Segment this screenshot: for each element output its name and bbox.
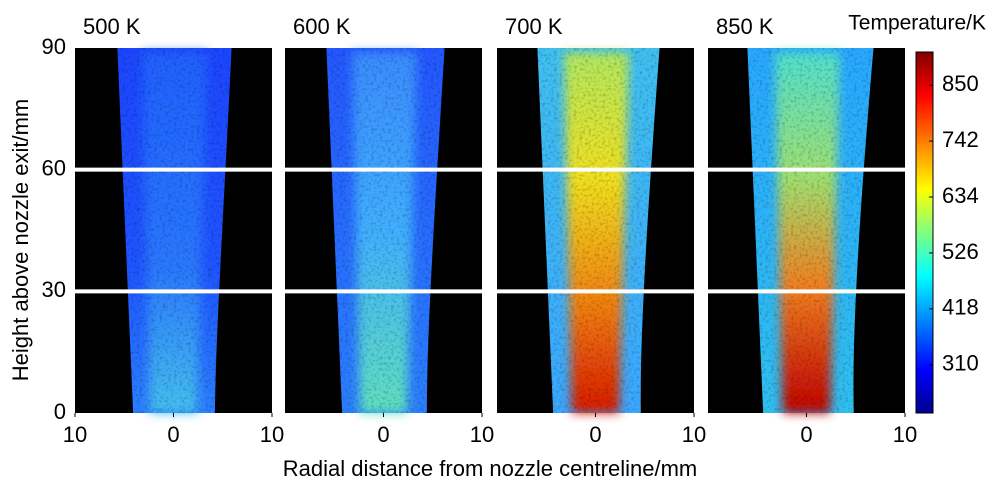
colorbar-tick-label: 850 [942,71,979,96]
plume-speckle [747,48,874,413]
x-tick-label: 0 [377,422,389,447]
x-tick-label: 0 [167,422,179,447]
colorbar-tick-label: 634 [942,183,979,208]
plume-speckle [537,48,660,413]
colorbar-tick-label: 310 [942,351,979,376]
y-tick-label: 30 [42,277,66,302]
x-tick-label: 0 [589,422,601,447]
y-tick-label: 90 [42,34,66,59]
x-tick-label: 10 [682,422,706,447]
panel-title: 700 K [505,14,563,39]
y-axis-label: Height above nozzle exit/mm [8,99,33,381]
x-tick-label: 0 [800,422,812,447]
x-tick-label: 10 [470,422,494,447]
y-tick-label: 60 [42,155,66,180]
panel-title: 850 K [716,14,774,39]
x-tick-label: 10 [63,422,87,447]
colorbar-tick-label: 418 [942,295,979,320]
plume-speckle [117,48,232,413]
panel-title: 500 K [83,14,141,39]
colorbar-title: Temperature/K [848,12,986,35]
colorbar-tick-label: 526 [942,239,979,264]
x-axis-label: Radial distance from nozzle centreline/m… [283,456,698,481]
panel-title: 600 K [293,14,351,39]
x-tick-label: 10 [893,422,917,447]
colorbar-tick-label: 742 [942,127,979,152]
plume-speckle [326,48,445,413]
colorbar [915,51,934,414]
y-tick-label: 0 [54,399,66,424]
x-tick-label: 10 [260,422,284,447]
